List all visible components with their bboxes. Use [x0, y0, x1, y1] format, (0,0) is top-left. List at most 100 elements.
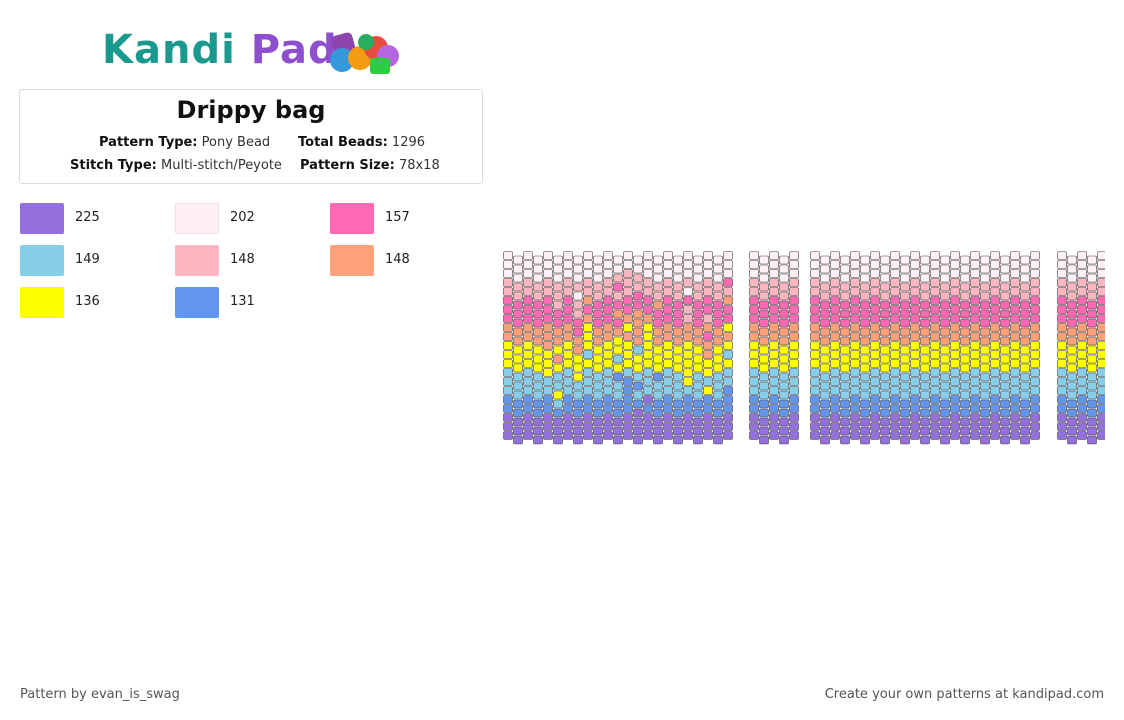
bead [683, 395, 693, 404]
bead [503, 377, 513, 386]
bead [723, 404, 733, 413]
bead [749, 404, 759, 413]
bead [870, 413, 880, 422]
bead [653, 363, 663, 373]
bead [1000, 327, 1010, 337]
bead [870, 305, 880, 314]
bead [930, 296, 940, 305]
bead-pattern-preview [503, 251, 1105, 445]
bead [713, 264, 723, 274]
bead [860, 255, 870, 265]
bead [930, 422, 940, 431]
bead [890, 350, 900, 359]
create-patterns-link[interactable]: Create your own patterns at kandipad.com [824, 687, 1104, 702]
bead [880, 336, 890, 346]
bead [683, 368, 693, 377]
bead [970, 350, 980, 359]
bead [769, 314, 779, 323]
bead [723, 422, 733, 431]
bead [513, 273, 523, 283]
bead [533, 336, 543, 346]
bead [960, 399, 970, 409]
bead [683, 341, 693, 350]
bead [1057, 386, 1067, 395]
bead [643, 386, 653, 395]
bead [779, 426, 789, 436]
bead [503, 314, 513, 323]
bead [930, 305, 940, 314]
bead [533, 381, 543, 391]
bead [749, 323, 759, 332]
bead [749, 296, 759, 305]
kandipad-logo[interactable]: Kandi Pad [100, 24, 410, 78]
bead [663, 260, 673, 269]
bead [543, 332, 553, 341]
bead [533, 345, 543, 355]
bead [1010, 260, 1020, 269]
bead [623, 404, 633, 413]
color-swatch [175, 287, 219, 318]
bead [890, 422, 900, 431]
bead [920, 354, 930, 364]
bead [870, 251, 880, 260]
bead [633, 435, 643, 445]
bead [920, 291, 930, 301]
bead [1087, 408, 1097, 418]
bead [673, 435, 683, 445]
bead [533, 399, 543, 409]
bead [633, 336, 643, 346]
bead [613, 273, 623, 283]
bead [1067, 390, 1077, 400]
bead [759, 273, 769, 283]
bead [503, 287, 513, 296]
bead [810, 296, 820, 305]
bead [1010, 269, 1020, 278]
bead [543, 404, 553, 413]
bead [830, 341, 840, 350]
bead [990, 404, 1000, 413]
bead [880, 399, 890, 409]
bead [1020, 345, 1030, 355]
color-swatch [20, 245, 64, 276]
bead [593, 264, 603, 274]
bead [940, 372, 950, 382]
bead [1010, 377, 1020, 386]
bead [1087, 255, 1097, 265]
bead [1057, 350, 1067, 359]
bead [613, 336, 623, 346]
stitch-type-label: Stitch Type: [70, 158, 157, 173]
bead [503, 296, 513, 305]
bead [643, 341, 653, 350]
bead [769, 278, 779, 287]
bead [810, 404, 820, 413]
bead [513, 255, 523, 265]
bead [900, 381, 910, 391]
bead [713, 345, 723, 355]
bead [850, 260, 860, 269]
bead [1010, 395, 1020, 404]
bead [789, 287, 799, 296]
bead [1010, 251, 1020, 260]
bead [850, 305, 860, 314]
bead [870, 368, 880, 377]
bead [890, 359, 900, 368]
bead [1057, 296, 1067, 305]
bead [1077, 296, 1087, 305]
bead [533, 291, 543, 301]
bead [930, 269, 940, 278]
bead [513, 363, 523, 373]
bead [503, 386, 513, 395]
bead [940, 273, 950, 283]
bead [910, 395, 920, 404]
bead [523, 287, 533, 296]
bead [513, 354, 523, 364]
bead [950, 404, 960, 413]
bead [990, 269, 1000, 278]
bead [910, 332, 920, 341]
bead [830, 314, 840, 323]
bead [663, 314, 673, 323]
bead [553, 363, 563, 373]
bead [653, 318, 663, 328]
bead [960, 282, 970, 292]
bead [603, 350, 613, 359]
